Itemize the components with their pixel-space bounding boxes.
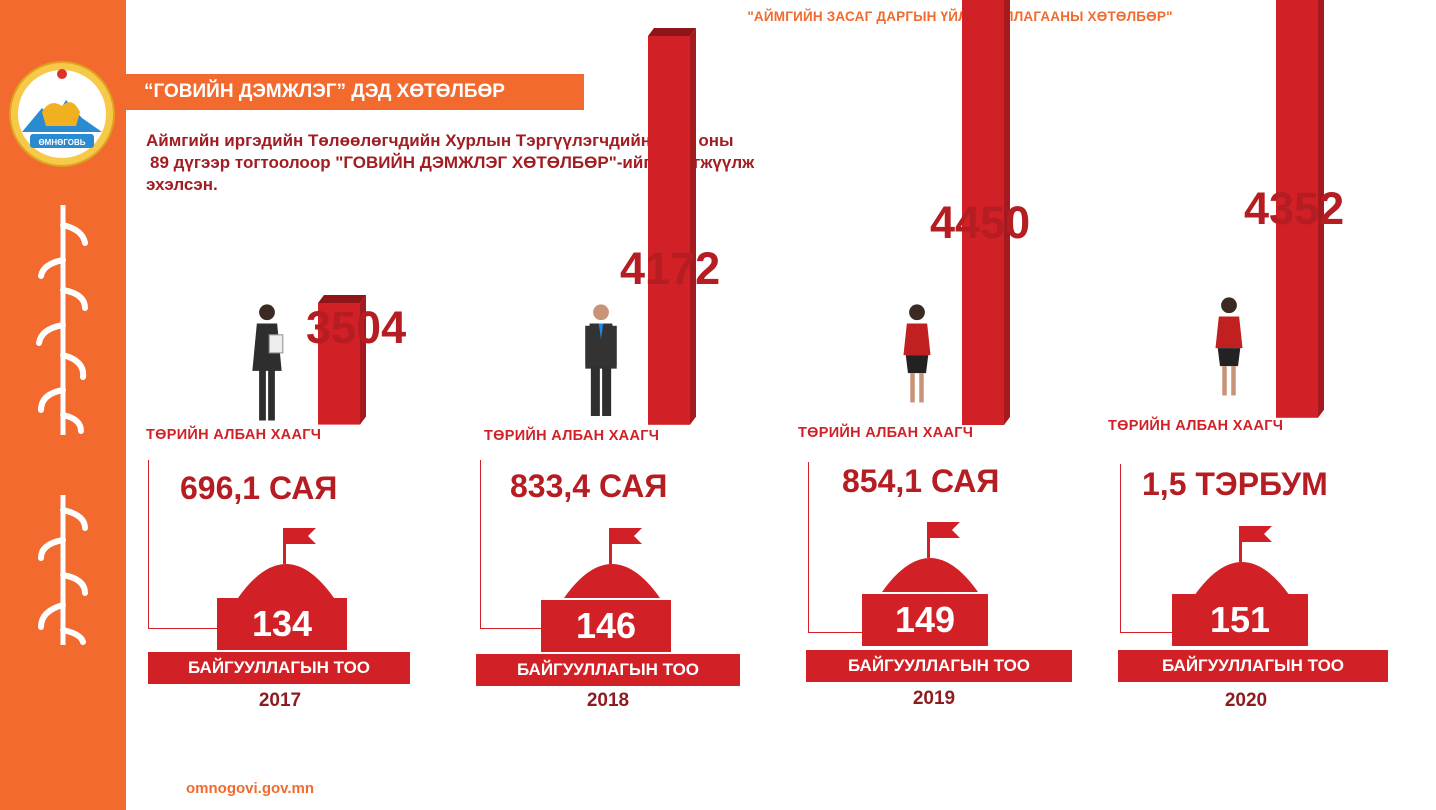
civil-servant-figure-icon xyxy=(1215,297,1243,396)
svg-text:ӨМНӨГОВЬ: ӨМНӨГОВЬ xyxy=(38,138,85,147)
civil-servants-count: 4172 xyxy=(620,243,721,294)
civil-servants-label: ТӨРИЙН АЛБАН ХААГЧ xyxy=(1108,418,1284,434)
intro-line-1: Аймгийн иргэдийн Төлөөлөгчдийн Хурлын Тэ… xyxy=(146,131,734,150)
omnogovi-emblem-icon: ӨМНӨГОВЬ xyxy=(9,61,115,167)
year-label: 2017 xyxy=(258,690,302,711)
budget-amount: 1,5 ТЭРБУМ xyxy=(1142,466,1328,502)
mongolian-script-omnogovi-icon xyxy=(36,205,88,435)
dome-flag-icon xyxy=(882,522,978,592)
civil-servant-figure-icon xyxy=(252,304,284,421)
budget-amount: 833,4 САЯ xyxy=(510,468,668,504)
footer-website-link[interactable]: omnogovi.gov.mn xyxy=(186,780,315,797)
connector-line xyxy=(1120,464,1175,633)
header-program-title: "АЙМГИЙН ЗАСАГ ДАРГЫН ҮЙЛ АЖИЛЛАГААНЫ ХӨ… xyxy=(747,9,1173,24)
organization-count: 151 xyxy=(1172,594,1308,646)
civil-servants-label: ТӨРИЙН АЛБАН ХААГЧ xyxy=(798,425,974,441)
civil-servants-count: 4450 xyxy=(930,197,1031,248)
civil-servants-bar xyxy=(962,0,1010,425)
budget-amount: 854,1 САЯ xyxy=(842,463,1000,499)
connector-line xyxy=(480,460,543,629)
year-label: 2018 xyxy=(586,690,630,711)
connector-line xyxy=(148,460,219,629)
intro-line-2: 89 дүгээр тогтоолоор "ГОВИЙН ДЭМЖЛЭГ ХӨТ… xyxy=(150,153,755,172)
organization-count-label: БАЙГУУЛЛАГЫН ТОО xyxy=(148,652,410,684)
dome-flag-icon xyxy=(238,528,334,598)
organization-count-label: БАЙГУУЛЛАГЫН ТОО xyxy=(476,654,740,686)
civil-servants-label: ТӨРИЙН АЛБАН ХААГЧ xyxy=(484,428,660,444)
budget-amount: 696,1 САЯ xyxy=(180,470,338,506)
civil-servant-figure-icon xyxy=(903,304,931,403)
civil-servants-bar xyxy=(318,295,366,425)
civil-servants-label: ТӨРИЙН АЛБАН ХААГЧ xyxy=(146,427,322,443)
organization-count: 134 xyxy=(217,598,347,650)
intro-text: Аймгийн иргэдийн Төлөөлөгчдийн Хурлын Тэ… xyxy=(146,130,966,196)
organization-count-label: БАЙГУУЛЛАГЫН ТОО xyxy=(806,650,1072,682)
year-label: 2020 xyxy=(1224,690,1268,711)
mongolian-script-aimag-icon xyxy=(38,495,88,645)
civil-servants-bar xyxy=(648,28,696,425)
civil-servants-count: 4352 xyxy=(1244,183,1345,234)
sidebar: ӨМНӨГОВЬ xyxy=(0,0,126,810)
civil-servants-bar xyxy=(1276,0,1324,418)
section-title-banner: “ГОВИЙН ДЭМЖЛЭГ” ДЭД ХӨТӨЛБӨР xyxy=(126,74,584,110)
connector-line xyxy=(808,462,865,633)
organization-count-label: БАЙГУУЛЛАГЫН ТОО xyxy=(1118,650,1388,682)
organization-count: 149 xyxy=(862,594,988,646)
dome-flag-icon xyxy=(1194,526,1290,596)
year-label: 2019 xyxy=(912,688,956,709)
civil-servant-figure-icon xyxy=(585,304,617,416)
organization-count: 146 xyxy=(541,600,671,652)
civil-servants-count: 3504 xyxy=(306,302,407,353)
dome-flag-icon xyxy=(564,528,660,598)
intro-line-3: эхэлсэн. xyxy=(146,175,218,194)
